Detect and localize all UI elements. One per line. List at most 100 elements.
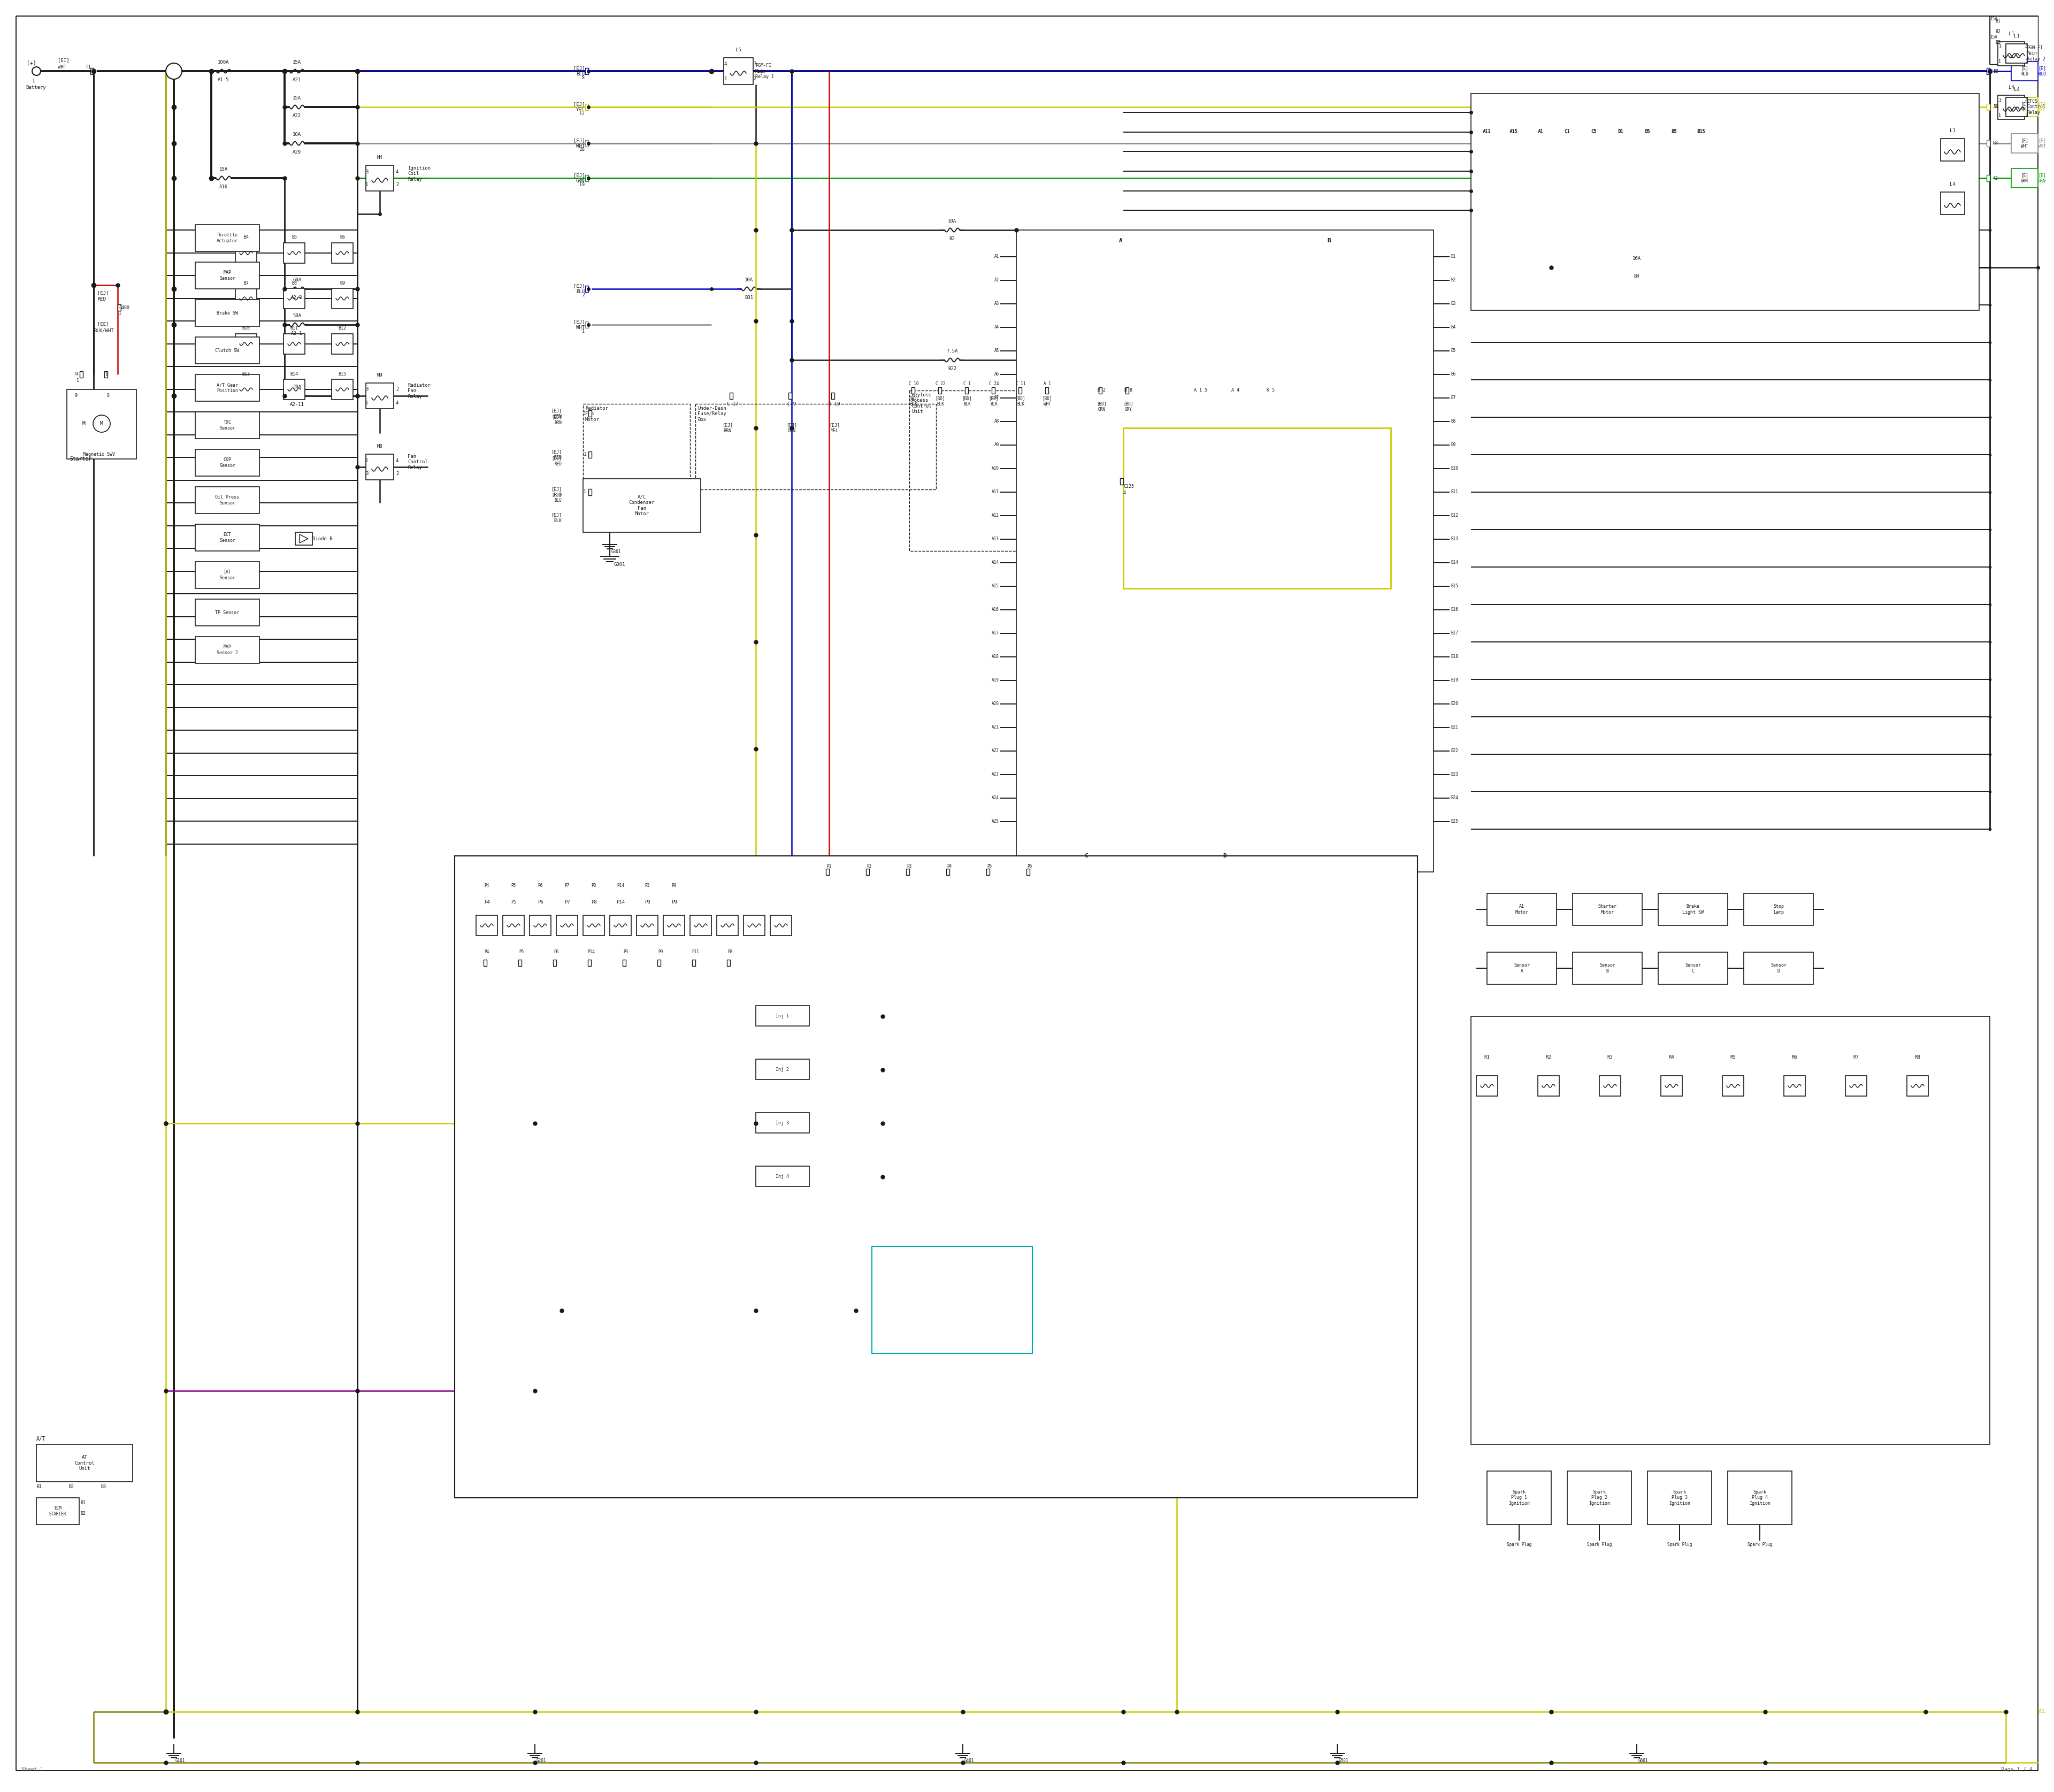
Bar bbox=[1477, 1075, 1497, 1097]
Bar bbox=[454, 857, 1417, 1498]
Text: D1: D1 bbox=[1619, 129, 1623, 134]
Text: Keyless
Access
Control
Unit: Keyless Access Control Unit bbox=[912, 392, 933, 414]
Bar bbox=[832, 392, 834, 400]
Bar bbox=[331, 244, 353, 263]
Text: P14: P14 bbox=[616, 900, 624, 905]
Text: B5: B5 bbox=[1672, 129, 1676, 133]
Text: 3: 3 bbox=[754, 61, 756, 66]
Text: A1: A1 bbox=[1538, 129, 1543, 133]
Text: A2-11: A2-11 bbox=[290, 401, 304, 407]
Text: A11: A11 bbox=[992, 489, 998, 495]
Text: B24: B24 bbox=[1450, 796, 1458, 801]
Bar bbox=[744, 916, 764, 935]
Text: P6: P6 bbox=[538, 883, 542, 889]
Bar bbox=[1045, 387, 1048, 394]
Bar bbox=[1567, 1471, 1631, 1525]
Text: [BD]
BLK: [BD] BLK bbox=[1015, 396, 1025, 407]
Text: 3: 3 bbox=[366, 168, 368, 174]
Text: Spark
Plug 3
Ignition: Spark Plug 3 Ignition bbox=[1668, 1489, 1690, 1505]
Bar bbox=[195, 487, 259, 514]
Text: 2: 2 bbox=[396, 387, 398, 392]
Bar bbox=[195, 224, 259, 251]
Text: P14: P14 bbox=[587, 950, 596, 955]
Text: B15: B15 bbox=[339, 371, 347, 376]
Bar bbox=[826, 869, 830, 874]
Text: M9: M9 bbox=[376, 373, 382, 378]
Text: P4: P4 bbox=[947, 864, 951, 869]
Text: A6: A6 bbox=[994, 373, 998, 376]
Text: Sensor
D: Sensor D bbox=[1771, 962, 1787, 973]
Bar bbox=[1906, 1075, 1929, 1097]
Bar bbox=[622, 961, 626, 966]
Text: MAP
Sensor: MAP Sensor bbox=[220, 271, 236, 281]
Text: B1: B1 bbox=[37, 1486, 41, 1489]
Text: [EJ]
BLU: [EJ] BLU bbox=[573, 66, 585, 77]
Text: D5: D5 bbox=[1645, 129, 1649, 134]
Text: B12: B12 bbox=[1450, 513, 1458, 518]
Text: B4: B4 bbox=[1450, 324, 1456, 330]
Text: [E]
WHT: [E] WHT bbox=[2021, 138, 2027, 149]
Text: IAT
Sensor: IAT Sensor bbox=[220, 570, 236, 581]
Text: B20: B20 bbox=[1450, 701, 1458, 706]
Text: Magnetic SWV: Magnetic SWV bbox=[82, 452, 115, 457]
Bar bbox=[195, 525, 259, 550]
Bar bbox=[585, 321, 587, 328]
Bar bbox=[1126, 387, 1128, 394]
Text: A15: A15 bbox=[1510, 129, 1518, 133]
Bar bbox=[1019, 387, 1021, 394]
Text: P4: P4 bbox=[485, 950, 489, 955]
Text: A19: A19 bbox=[992, 677, 998, 683]
Text: 2: 2 bbox=[583, 452, 585, 457]
Text: 1: 1 bbox=[581, 328, 585, 333]
Text: 50A: 50A bbox=[292, 314, 302, 319]
Text: [EJ]
ORN: [EJ] ORN bbox=[787, 423, 797, 434]
Text: A1
Motor: A1 Motor bbox=[1516, 905, 1528, 914]
Bar bbox=[1744, 894, 1814, 925]
Text: P5: P5 bbox=[511, 900, 516, 905]
Bar bbox=[195, 450, 259, 477]
Text: B16: B16 bbox=[1450, 607, 1458, 613]
Bar bbox=[366, 453, 394, 480]
Text: A15: A15 bbox=[992, 584, 998, 590]
Text: P5: P5 bbox=[988, 864, 992, 869]
Text: 42: 42 bbox=[1992, 176, 1999, 181]
Text: 4: 4 bbox=[2025, 45, 2027, 48]
Bar bbox=[585, 104, 587, 109]
Text: R5: R5 bbox=[1729, 1055, 1736, 1059]
Text: M: M bbox=[101, 421, 103, 426]
Text: C1: C1 bbox=[1565, 129, 1569, 133]
Bar bbox=[2011, 61, 2038, 81]
Text: [E]
BLU: [E] BLU bbox=[2021, 66, 2027, 77]
Text: [EJ]: [EJ] bbox=[97, 290, 109, 296]
Bar bbox=[195, 636, 259, 663]
Bar bbox=[663, 916, 684, 935]
Bar bbox=[587, 410, 592, 418]
Text: T4: T4 bbox=[74, 373, 80, 376]
Bar bbox=[483, 961, 487, 966]
Text: A2: A2 bbox=[994, 278, 998, 283]
Circle shape bbox=[92, 416, 111, 432]
Text: M4: M4 bbox=[376, 156, 382, 159]
Bar bbox=[1027, 869, 1029, 874]
Text: A/T: A/T bbox=[37, 1435, 45, 1441]
Bar bbox=[236, 289, 257, 308]
Text: 1: 1 bbox=[33, 79, 35, 82]
Text: 2: 2 bbox=[581, 292, 585, 297]
Text: B6: B6 bbox=[339, 235, 345, 240]
Text: P14: P14 bbox=[616, 883, 624, 889]
Bar bbox=[729, 392, 733, 400]
Text: P8: P8 bbox=[727, 950, 733, 955]
Text: B15: B15 bbox=[1697, 129, 1705, 134]
Text: 4: 4 bbox=[396, 459, 398, 462]
Text: B5: B5 bbox=[292, 235, 298, 240]
Text: G301: G301 bbox=[612, 550, 620, 554]
Text: P7: P7 bbox=[565, 900, 569, 905]
Text: P4: P4 bbox=[485, 883, 489, 889]
Bar bbox=[965, 387, 967, 394]
Text: B15: B15 bbox=[1697, 129, 1705, 133]
Text: Sheet 1: Sheet 1 bbox=[21, 1767, 43, 1772]
Bar bbox=[756, 1113, 809, 1133]
Text: 1: 1 bbox=[119, 312, 121, 315]
Text: [BD]
BLK: [BD] BLK bbox=[961, 396, 972, 407]
Bar bbox=[717, 916, 737, 935]
